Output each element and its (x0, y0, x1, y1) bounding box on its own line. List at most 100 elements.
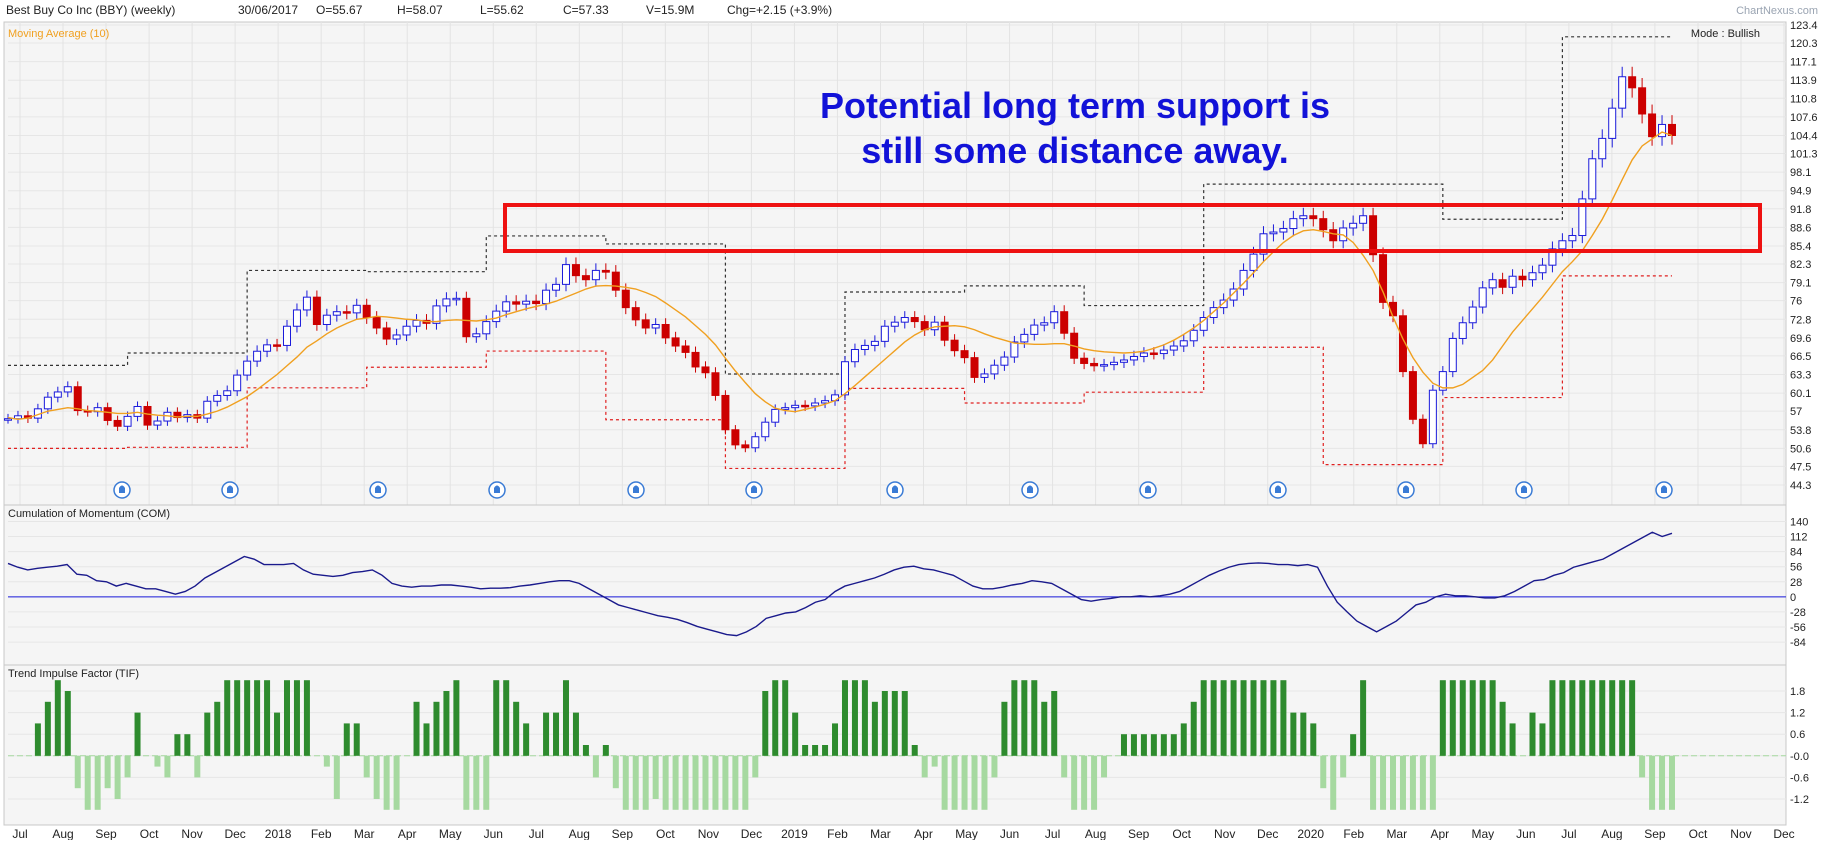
tif-bar (722, 755, 729, 810)
tif-bar (1619, 680, 1626, 756)
com-tick-label: -28 (1790, 607, 1806, 619)
tif-bar (104, 755, 111, 789)
tif-bar (1230, 680, 1237, 756)
tif-bar (891, 691, 898, 756)
price-tick-label: 50.6 (1790, 443, 1811, 455)
tif-bar (184, 734, 191, 756)
month-label: Nov (181, 827, 202, 840)
candle-body (213, 394, 222, 402)
tif-bar (54, 680, 61, 756)
tif-bar (293, 680, 300, 756)
header-close: C=57.33 (563, 3, 609, 17)
candle-body (1528, 272, 1537, 281)
tif-bar (1071, 755, 1078, 810)
com-panel: Cumulation of Momentum (COM) 140 112 84 56 2… (3, 504, 1808, 666)
bell-shape (375, 485, 381, 493)
candle-body (1050, 311, 1059, 324)
tif-bar (742, 755, 749, 810)
tif-bar (1589, 680, 1596, 756)
candle-body (1040, 322, 1049, 326)
header-high: H=58.07 (397, 3, 443, 17)
candle-body (133, 405, 142, 417)
watermark: ChartNexus.com (1736, 5, 1818, 17)
candle-body (1538, 264, 1547, 274)
x-axis: Jul Aug Sep Oct Nov Dec 2018 Feb Mar Apr May Jun Jul… (12, 827, 1794, 841)
tif-bar (1260, 680, 1267, 756)
bell-shape (633, 485, 639, 493)
bell-shape (892, 485, 898, 493)
tif-bar (1011, 680, 1018, 756)
price-tick-label: 72.8 (1790, 314, 1811, 326)
tif-bar (523, 723, 530, 756)
candle-body (73, 386, 82, 412)
candle-body (1060, 311, 1069, 334)
candle-body (940, 321, 949, 341)
candle-body (1488, 279, 1497, 289)
candle-body (1299, 215, 1308, 220)
candle-body (1369, 215, 1378, 256)
tif-bar (971, 755, 978, 810)
candle-body (1548, 248, 1557, 266)
candle-body (1259, 233, 1268, 255)
moving-average (7, 131, 1673, 420)
tif-bar (1529, 712, 1536, 756)
tif-bar (851, 680, 858, 756)
candle-body (1359, 215, 1368, 224)
tif-bar (393, 755, 400, 810)
tif-bar (981, 755, 988, 810)
tif-bar (1001, 701, 1008, 756)
price-tick-label: 82.3 (1790, 259, 1811, 271)
tif-bar (582, 745, 589, 756)
tif-bar (353, 723, 360, 756)
month-label: Nov (698, 827, 719, 840)
tif-bar (84, 755, 91, 810)
tif-bar (732, 755, 739, 810)
tif-bar (652, 755, 659, 799)
tif-bar (1290, 712, 1297, 756)
tif-bar (562, 680, 569, 756)
price-indicator-label: Moving Average (10) (8, 28, 109, 40)
tif-bar (1459, 680, 1466, 756)
candle-body (1139, 352, 1148, 357)
candle-body (950, 339, 959, 352)
candle-body (123, 415, 132, 427)
candle-body (801, 404, 810, 408)
candle-body (781, 407, 790, 410)
month-label: May (955, 827, 978, 840)
price-tick-label: 57 (1790, 406, 1802, 418)
candle-body (661, 323, 670, 339)
tif-bar (154, 755, 161, 767)
tif-bar (413, 701, 420, 756)
com-grid (8, 520, 1786, 643)
price-tick-label: 53.8 (1790, 425, 1811, 437)
candle-body (502, 301, 511, 312)
month-label: Jun (1516, 827, 1535, 840)
candle-body (581, 275, 590, 281)
bell-shape (494, 485, 500, 493)
tif-bar (443, 691, 450, 756)
bell-shape (1661, 485, 1667, 493)
candle-body (1229, 288, 1238, 301)
candle-body (1020, 333, 1029, 343)
tif-bar (931, 755, 938, 767)
tif-bar (1499, 701, 1506, 756)
tif-bar (762, 691, 769, 756)
candle-body (412, 319, 421, 327)
candle-body (1179, 340, 1188, 347)
tif-bar (1569, 680, 1576, 756)
tif-bar (1150, 734, 1157, 756)
tif-bar (1380, 755, 1387, 810)
tif-bar (1280, 680, 1287, 756)
tif-bar (841, 680, 848, 756)
month-label: Oct (1689, 827, 1708, 840)
month-label: Aug (1085, 827, 1106, 840)
tif-bar (124, 755, 131, 778)
tif-tick-label: -0.0 (1790, 751, 1809, 763)
tif-bar (612, 755, 619, 789)
candle-body (1398, 315, 1407, 373)
tif-bar (911, 745, 918, 756)
bell-shape (227, 485, 233, 493)
month-label: Feb (827, 827, 848, 840)
com-tick-label: 84 (1790, 547, 1802, 559)
candle-body (402, 325, 411, 336)
